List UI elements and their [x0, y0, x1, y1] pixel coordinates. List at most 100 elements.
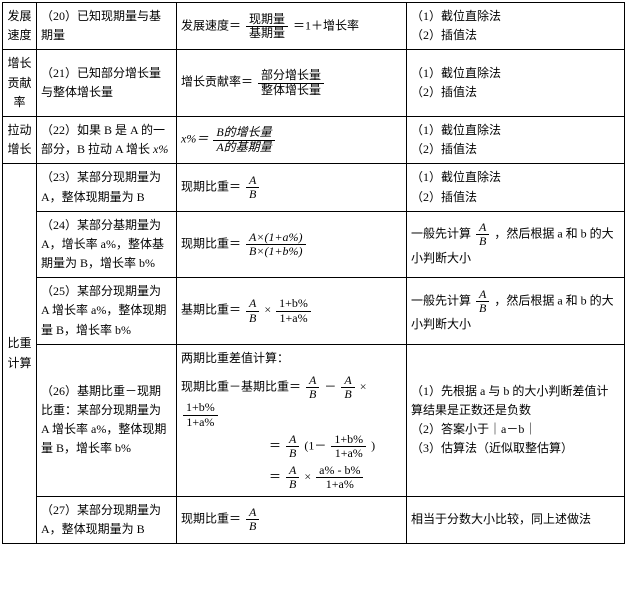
table-row: 增长贡献率 （21）已知部分增长量与整体增长量 增长贡献率＝ 部分增长量 整体增…	[3, 50, 625, 117]
method-line: （1）截位直除法	[411, 168, 620, 187]
numerator: 现期量	[246, 13, 288, 27]
method-line: （1）截位直除法	[411, 7, 620, 26]
fraction: 1+b%1+a%	[331, 433, 366, 460]
table-row: （25）某部分现期量为 A 增长率 a%，整体现期量 B，增长率 b% 基期比重…	[3, 278, 625, 345]
formula-line: ＝ AB × a% - b%1+a%	[181, 464, 402, 491]
numerator: 1+b%	[183, 401, 218, 415]
numerator: B的增长量	[213, 126, 274, 140]
fraction: A B	[476, 221, 489, 248]
numerator: 部分增长量	[258, 69, 324, 83]
condition-cell: （24）某部分基期量为 A，增长率 a%，整体基期量为 B，增长率 b%	[37, 211, 177, 278]
operator: ＝	[269, 470, 281, 484]
numerator: 1+b%	[331, 433, 366, 447]
method-text: 一般先计算	[411, 293, 471, 307]
denominator: 1+a%	[316, 478, 363, 491]
table-row: 拉动增长 （22）如果 B 是 A 的一部分，B 拉动 A 增长 x% x%＝ …	[3, 116, 625, 163]
method-line: （2）答案小于｜a－b｜	[411, 420, 620, 439]
method-line: （2）插值法	[411, 188, 620, 207]
numerator: A	[246, 174, 259, 188]
operator: ×	[264, 303, 271, 317]
formula-label: 现期比重－基期比重＝	[181, 379, 301, 393]
formula-after: ＝1＋增长率	[293, 18, 359, 32]
category-cell: 拉动增长	[3, 116, 37, 163]
method-cell: 一般先计算 A B ，然后根据 a 和 b 的大小判断大小	[407, 211, 625, 278]
fraction: B的增长量 A的基期量	[213, 126, 274, 153]
denominator: A的基期量	[213, 141, 274, 154]
condition-var: x%	[153, 142, 168, 156]
condition-cell: （20）已知现期量与基期量	[37, 3, 177, 50]
denominator: B	[246, 520, 259, 533]
method-line: （3）估算法（近似取整估算）	[411, 439, 620, 458]
denominator: 基期量	[246, 27, 288, 40]
formula-cell: x%＝ B的增长量 A的基期量	[177, 116, 407, 163]
denominator: B×(1+b%)	[246, 245, 306, 258]
category-cell: 比重计算	[3, 164, 37, 544]
formula-label: 现期比重＝	[181, 236, 241, 250]
formula-line: ＝ AB (1－ 1+b%1+a% )	[181, 433, 402, 460]
numerator: A	[286, 433, 299, 447]
numerator: A	[476, 221, 489, 235]
formula-cell: 两期比重差值计算： 现期比重－基期比重＝ AB － AB × 1+b%1+a% …	[177, 344, 407, 496]
formula-cell: 现期比重＝ A B	[177, 496, 407, 543]
method-line: （2）插值法	[411, 26, 620, 45]
table-row: 发展速度 （20）已知现期量与基期量 发展速度＝ 现期量 基期量 ＝1＋增长率 …	[3, 3, 625, 50]
operator: ×	[360, 379, 367, 393]
numerator: 1+b%	[276, 297, 311, 311]
fraction: 1+b%1+a%	[183, 401, 218, 428]
method-line: （1）截位直除法	[411, 121, 620, 140]
numerator: A	[306, 374, 319, 388]
denominator: B	[306, 388, 319, 401]
method-line: （2）插值法	[411, 83, 620, 102]
condition-cell: （27）某部分现期量为 A，整体现期量为 B	[37, 496, 177, 543]
fraction: AB	[286, 464, 299, 491]
method-text: ｜	[524, 422, 536, 436]
method-line: （1）先根据 a 与 b 的大小判断差值计算结果是正数还是负数	[411, 382, 620, 420]
denominator: B	[286, 447, 299, 460]
method-cell: 一般先计算 A B ，然后根据 a 和 b 的大小判断大小	[407, 278, 625, 345]
method-cell: 相当于分数大小比较，同上述做法	[407, 496, 625, 543]
formula-label: x%＝	[181, 132, 208, 146]
condition-cell: （21）已知部分增长量与整体增长量	[37, 50, 177, 117]
formula-cell: 现期比重＝ A B	[177, 164, 407, 211]
fraction: 部分增长量 整体增长量	[258, 69, 324, 96]
fraction: AB	[341, 374, 354, 401]
denominator: B	[341, 388, 354, 401]
operator: ＝	[269, 438, 281, 452]
formula-label: 现期比重＝	[181, 179, 241, 193]
paren: (1－	[304, 438, 326, 452]
formula-label: 现期比重＝	[181, 511, 241, 525]
formula-cell: 增长贡献率＝ 部分增长量 整体增长量	[177, 50, 407, 117]
method-line: （2）插值法	[411, 140, 620, 159]
numerator: a% - b%	[316, 464, 363, 478]
denominator: B	[286, 478, 299, 491]
fraction: A B	[246, 174, 259, 201]
numerator: A	[246, 506, 259, 520]
numerator: A	[341, 374, 354, 388]
condition-text: （22）如果 B 是 A 的一部分，B 拉动 A 增长	[41, 123, 165, 156]
fraction: a% - b%1+a%	[316, 464, 363, 491]
paren: )	[371, 438, 375, 452]
formula-cell: 基期比重＝ A B × 1+b% 1+a%	[177, 278, 407, 345]
method-line: （1）截位直除法	[411, 64, 620, 83]
fraction: AB	[286, 433, 299, 460]
denominator: 整体增长量	[258, 84, 324, 97]
formula-cell: 现期比重＝ A×(1+a%) B×(1+b%)	[177, 211, 407, 278]
denominator: B	[246, 312, 259, 325]
table-row: （26）基期比重－现期比重：某部分现期量为 A 增长率 a%，整体现期量 B，增…	[3, 344, 625, 496]
method-text: 一般先计算	[411, 227, 471, 241]
condition-cell: （26）基期比重－现期比重：某部分现期量为 A 增长率 a%，整体现期量 B，增…	[37, 344, 177, 496]
method-cell: （1）截位直除法 （2）插值法	[407, 164, 625, 211]
method-cell: （1）截位直除法 （2）插值法	[407, 50, 625, 117]
fraction: 现期量 基期量	[246, 13, 288, 40]
condition-cell: （23）某部分现期量为 A，整体现期量为 B	[37, 164, 177, 211]
formula-label: 增长贡献率＝	[181, 75, 253, 89]
method-text: （2）答案小于｜	[411, 422, 501, 436]
method-cell: （1）截位直除法 （2）插值法	[407, 3, 625, 50]
denominator: 1+a%	[276, 312, 311, 325]
numerator: A×(1+a%)	[246, 231, 306, 245]
fraction: AB	[306, 374, 319, 401]
table-row: （27）某部分现期量为 A，整体现期量为 B 现期比重＝ A B 相当于分数大小…	[3, 496, 625, 543]
denominator: B	[476, 235, 489, 248]
operator: ×	[304, 470, 311, 484]
method-text: a－b	[501, 422, 524, 436]
